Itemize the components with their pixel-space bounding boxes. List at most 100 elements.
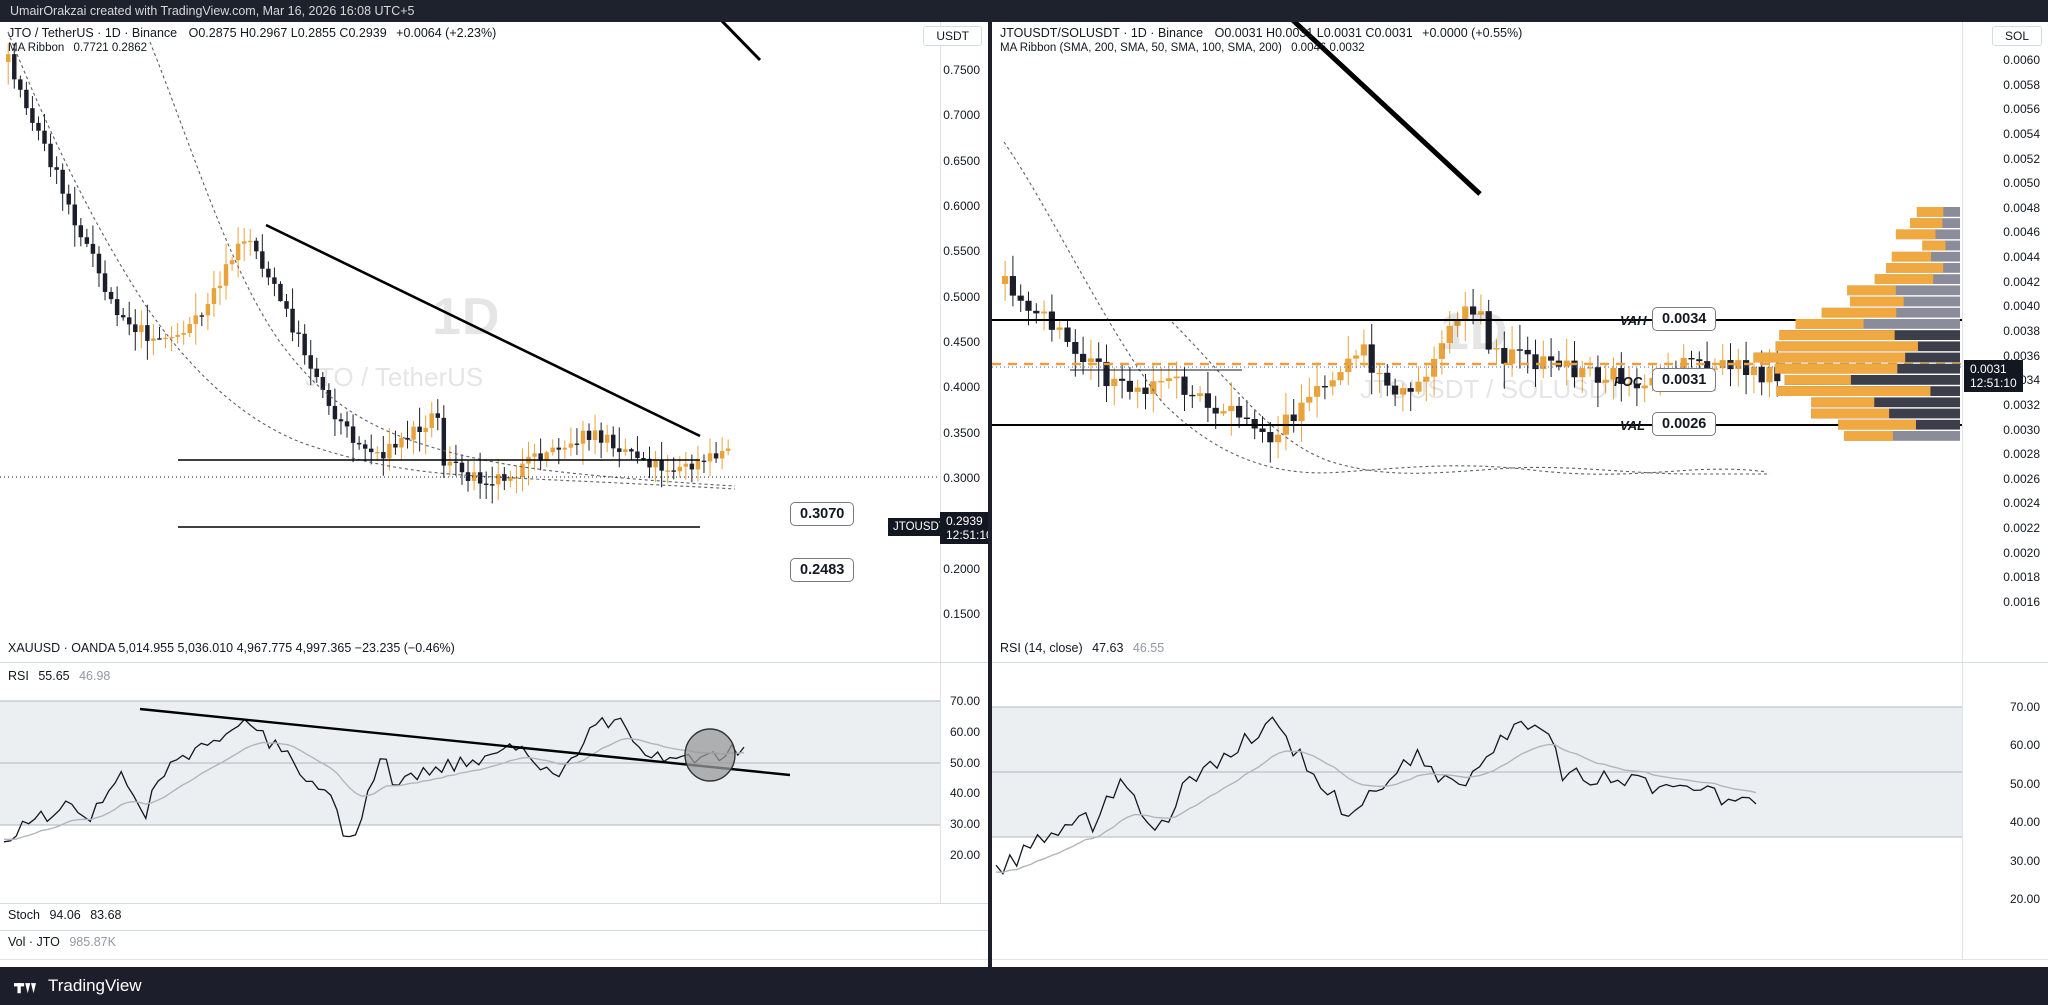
candle-body: [623, 449, 628, 452]
candle-body: [1688, 358, 1695, 360]
y-axis-tick: 60.00: [2009, 738, 2040, 753]
candle-body: [127, 317, 132, 325]
candle-body: [1220, 411, 1227, 414]
chart-panel-right[interactable]: 1D JTOUSDT / SOLUSDT: [992, 22, 2048, 967]
y-axis-tick: 0.0050: [2003, 176, 2040, 191]
rsi-pane-left[interactable]: XAUUSD · OANDA 5,014.955 5,036.010 4,967…: [0, 641, 988, 903]
pane-divider-left-1[interactable]: [0, 662, 988, 663]
candle-body: [1540, 356, 1547, 370]
y-axis-right[interactable]: SOL 0.0060 0.0058 0.0056 0.0054 0.0052 0.0050…: [1962, 22, 2048, 662]
candle-body: [266, 268, 271, 278]
candle-body: [290, 308, 295, 333]
candle-body: [284, 301, 289, 309]
candle-body: [526, 456, 531, 464]
candle-body: [181, 333, 186, 335]
candle-body: [586, 430, 592, 440]
volume-profile-bar-buy: [1844, 431, 1893, 441]
y-axis-tick: 0.0026: [2003, 471, 2040, 486]
candle-body: [1423, 376, 1430, 382]
volume-pane-left[interactable]: Vol · JTO 985.87K: [0, 931, 988, 959]
candle-body: [1087, 358, 1094, 362]
x-axis-right[interactable]: Dec2026FebMarAprMay: [992, 959, 2048, 967]
price-pane-right[interactable]: 1D JTOUSDT / SOLUSDT: [992, 22, 2048, 662]
y-axis-tick: 20.00: [949, 848, 980, 862]
candle-body: [1602, 379, 1609, 383]
candle-body: [441, 417, 447, 466]
pane-divider-right-1[interactable]: [992, 662, 2048, 663]
candle-body: [1189, 394, 1196, 397]
current-price-time-right: 12:51:10: [1970, 376, 2017, 390]
candle-body: [193, 315, 198, 325]
volume-profile-bar-buy: [1891, 251, 1932, 262]
rsi-band-left: [0, 701, 940, 825]
vah-value-right[interactable]: 0.0034: [1652, 307, 1717, 331]
candle-body: [375, 451, 380, 454]
legend-symbol-left: JTO / TetherUS: [8, 26, 94, 40]
candle-body: [169, 336, 174, 339]
rsi-chart-left: [0, 700, 940, 843]
y-axis-tick: 0.6500: [943, 153, 980, 168]
chart-panel-left[interactable]: 1D JTO / TetherUS: [0, 22, 988, 967]
pane-divider-left-3[interactable]: [0, 930, 988, 931]
price-label-support-left[interactable]: 0.2483: [790, 558, 855, 582]
candle-body: [647, 458, 652, 468]
y-axis-left[interactable]: USDT 0.7500 0.7000 0.6500 0.6000 0.5500 0.500…: [923, 22, 988, 662]
rsi-y-axis-left[interactable]: 70.00 60.00 50.00 40.00 30.00 20.00: [940, 663, 988, 903]
candle-body: [18, 79, 23, 90]
tradingview-logo-icon: [14, 983, 37, 994]
volume-profile-bar: [1811, 408, 1960, 419]
y-axis-tick: 20.00: [2009, 892, 2040, 906]
volume-profile-bar-buy: [1753, 352, 1906, 363]
candle-body: [1337, 372, 1344, 381]
poc-value-right[interactable]: 0.0031: [1652, 368, 1717, 392]
y-axis-tick: 0.0046: [2003, 225, 2040, 240]
rsi-pane-right[interactable]: RSI (14, close) 47.63 46.55 70.00 60.00 50…: [992, 641, 2048, 959]
y-axis-tick: 50.00: [2009, 776, 2040, 791]
candle-body: [725, 448, 731, 451]
candle-body: [1048, 311, 1055, 330]
candle-body: [54, 167, 59, 170]
ma-ribbon-line-1: [7, 31, 736, 490]
candle-body: [1477, 311, 1484, 315]
candle-body: [598, 430, 604, 443]
volume-profile-bar-buy: [1922, 240, 1946, 251]
candle-body: [508, 477, 513, 481]
x-axis-left[interactable]: Dec2026FebMarApr: [0, 959, 988, 967]
price-pane-left[interactable]: 1D JTO / TetherUS: [0, 22, 988, 662]
tradingview-logo[interactable]: TradingView: [14, 976, 142, 996]
y-axis-tick: 0.4500: [943, 335, 980, 349]
attribution-bar: UmairOrakzai created with TradingView.co…: [0, 0, 2048, 22]
candle-body: [308, 355, 313, 369]
y-axis-tick: 0.1500: [943, 607, 980, 621]
trendline-fragment-left: [720, 22, 762, 62]
candle-body: [592, 430, 598, 440]
rsi-title-left: RSI: [8, 669, 29, 683]
stoch-pane-left[interactable]: Stoch 94.06 83.68: [0, 904, 988, 930]
candle-body: [1314, 386, 1321, 397]
pane-divider-left-2[interactable]: [0, 903, 988, 904]
candle-body: [1485, 311, 1492, 350]
price-label-resistance-left[interactable]: 0.3070: [790, 502, 855, 526]
candle-body: [532, 453, 537, 457]
rsi-ma-polyline: [995, 743, 1757, 874]
candle-body: [1103, 361, 1110, 387]
candle-body: [1454, 319, 1461, 326]
rsi-value-left: 55.65: [38, 669, 70, 683]
panel-separator: [988, 22, 992, 967]
rsi-y-axis-right[interactable]: 70.00 60.00 50.00 40.00 30.00 20.00: [1962, 663, 2048, 959]
y-axis-tick: 0.0028: [2003, 447, 2040, 462]
volume-profile-bar-buy: [1811, 397, 1875, 408]
y-axis-tick: 0.6000: [943, 199, 980, 213]
candle-body: [683, 463, 689, 467]
volume-profile-bar: [1844, 431, 1960, 441]
volume-profile-bar: [1916, 207, 1960, 217]
candle-body: [1743, 360, 1750, 375]
volume-profile-bar: [1774, 363, 1960, 374]
candle-body: [302, 333, 307, 356]
candle-body: [163, 337, 168, 340]
candle-body: [483, 483, 489, 485]
y-axis-tick: 30.00: [949, 817, 980, 832]
candle-body: [114, 299, 120, 316]
current-price-time-left: 12:51:10: [946, 528, 988, 542]
val-value-right[interactable]: 0.0026: [1652, 412, 1717, 436]
